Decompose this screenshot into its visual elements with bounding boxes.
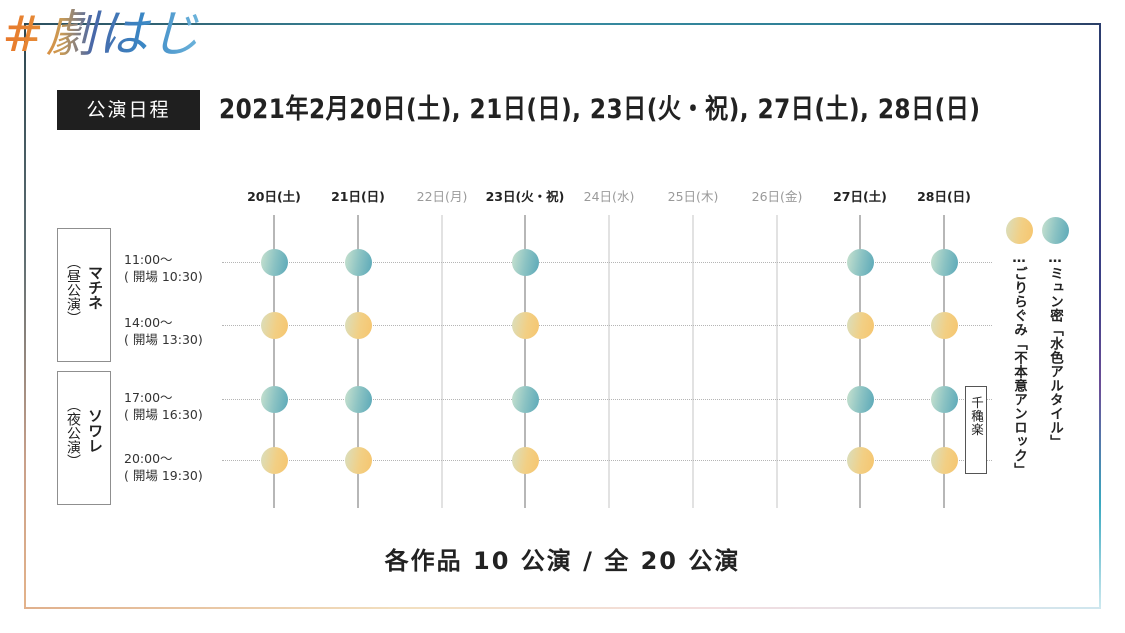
column-line (608, 215, 610, 508)
column-line (692, 215, 694, 508)
performance-dot-fuhon (846, 311, 874, 339)
performance-dot-fuhon (846, 446, 874, 474)
performance-dot-fuhon (930, 311, 958, 339)
frame-top-border (25, 23, 1101, 25)
performance-dates: 2021年2月20日(土), 21日(日), 23日(火・祝), 27日(土),… (219, 94, 981, 125)
closing-performance-box: 千穐楽 (965, 386, 987, 474)
time-slot-2: 14:00〜 ( 開場 13:30) (124, 314, 203, 348)
legend-mizu-text: …ミュン密「水色アルタイル」 (1047, 250, 1063, 449)
performance-dot-fuhon (511, 311, 539, 339)
performance-dot-fuhon (344, 311, 372, 339)
performance-dot-mizu (846, 385, 874, 413)
legend-dot-fuhon (1006, 217, 1033, 244)
total-performances: 各作品 10 公演 / 全 20 公演 (384, 547, 741, 575)
start-time: 14:00〜 (124, 315, 173, 330)
performance-dot-fuhon (511, 446, 539, 474)
start-time: 20:00〜 (124, 451, 173, 466)
time-slot-1: 11:00〜 ( 開場 10:30) (124, 251, 203, 285)
performance-dot-mizu (260, 248, 288, 276)
column-header-25: 25日(木) (667, 189, 719, 204)
doors-time: ( 開場 10:30) (124, 269, 203, 284)
matinee-sub-label: （昼公演） (65, 255, 81, 325)
column-line (357, 215, 359, 508)
column-line (943, 215, 945, 508)
performance-dot-mizu (260, 385, 288, 413)
frame-right-border (1099, 23, 1101, 609)
performance-dot-mizu (344, 385, 372, 413)
column-header-20: 20日(土) (247, 189, 301, 204)
column-line (776, 215, 778, 508)
time-slot-3: 17:00〜 ( 開場 16:30) (124, 389, 203, 423)
logo: #劇はじ (2, 5, 202, 63)
doors-time: ( 開場 13:30) (124, 332, 203, 347)
soiree-group-box: ソワレ （夜公演） (57, 371, 111, 505)
column-header-23: 23日(火・祝) (485, 189, 565, 204)
matinee-label: マチネ (86, 265, 104, 310)
start-time: 11:00〜 (124, 252, 173, 267)
doors-time: ( 開場 19:30) (124, 468, 203, 483)
row-line (222, 399, 992, 400)
performance-dot-mizu (930, 385, 958, 413)
legend-fuhon-text: …ごりらぐみ「不本意アンロック」 (1011, 250, 1027, 477)
closing-performance-label: 千穐楽 (969, 396, 984, 437)
column-header-26: 26日(金) (751, 189, 803, 204)
performance-dot-mizu (846, 248, 874, 276)
start-time: 17:00〜 (124, 390, 173, 405)
column-header-28: 28日(日) (917, 189, 971, 204)
performance-dot-mizu (344, 248, 372, 276)
column-header-24: 24日(水) (583, 189, 635, 204)
performance-dot-fuhon (344, 446, 372, 474)
schedule-label: 公演日程 (57, 90, 200, 130)
frame-bottom-border (24, 607, 1101, 609)
column-line (441, 215, 443, 508)
doors-time: ( 開場 16:30) (124, 407, 203, 422)
soiree-sub-label: （夜公演） (65, 398, 81, 468)
column-line (524, 215, 526, 508)
column-line (859, 215, 861, 508)
frame-left-border (24, 23, 26, 609)
performance-dot-mizu (511, 385, 539, 413)
performance-dot-fuhon (260, 311, 288, 339)
row-line (222, 460, 992, 461)
legend-dot-mizu (1042, 217, 1069, 244)
column-header-22: 22日(月) (416, 189, 468, 204)
performance-dot-mizu (930, 248, 958, 276)
soiree-label: ソワレ (86, 408, 104, 453)
column-header-27: 27日(土) (833, 189, 887, 204)
performance-dot-fuhon (260, 446, 288, 474)
column-header-21: 21日(日) (331, 189, 385, 204)
row-line (222, 262, 992, 263)
column-line (273, 215, 275, 508)
row-line (222, 325, 992, 326)
performance-dot-fuhon (930, 446, 958, 474)
matinee-group-box: マチネ （昼公演） (57, 228, 111, 362)
time-slot-4: 20:00〜 ( 開場 19:30) (124, 450, 203, 484)
performance-dot-mizu (511, 248, 539, 276)
